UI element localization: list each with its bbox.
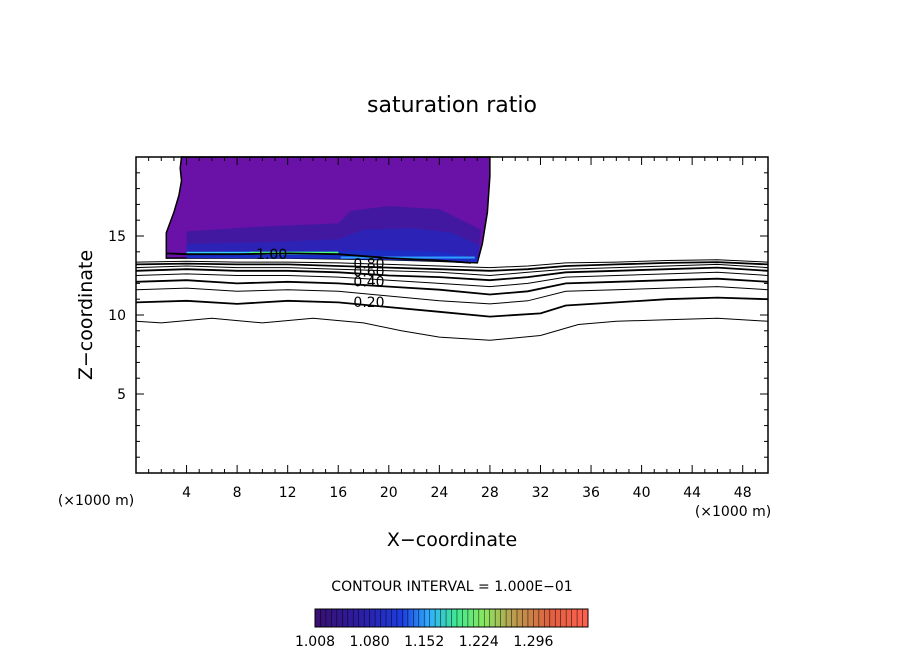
- colorbar-label: 1.080: [350, 634, 390, 650]
- x-tick-label: 16: [329, 485, 347, 501]
- contour-line-0.50: [135, 271, 769, 288]
- contour-line-0.80: [135, 261, 769, 272]
- x-unit-label: (×1000 m): [695, 504, 771, 520]
- x-tick-label: 20: [380, 485, 398, 501]
- shaded-region: [165, 156, 491, 264]
- colorbar-label: 1.008: [295, 634, 335, 650]
- colorbar-label: 1.224: [459, 634, 499, 650]
- contour-label-0.40: 0.40: [353, 275, 384, 291]
- x-tick-label: 44: [683, 485, 701, 501]
- x-tick-label: 36: [582, 485, 600, 501]
- contour-line-1.00: [166, 252, 472, 264]
- colorbar-labels: 1.008 1.080 1.152 1.224 1.296: [295, 634, 554, 650]
- contour-label-0.20: 0.20: [353, 295, 384, 311]
- y-tick-label: 10: [108, 308, 126, 324]
- x-tick-label: 40: [633, 485, 651, 501]
- x-tick-label: 32: [532, 485, 550, 501]
- contour-lines: 0.20 0.400.600.80 1.00: [135, 247, 769, 341]
- x-tick-label: 24: [430, 485, 448, 501]
- x-tick-label: 12: [279, 485, 297, 501]
- x-tick-label: 28: [481, 485, 499, 501]
- x-tick-label: 48: [734, 485, 752, 501]
- contour-line-0.10: [135, 317, 769, 341]
- colorbar-label: 1.296: [513, 634, 553, 650]
- x-axis-label: X−coordinate: [387, 529, 517, 551]
- contour-line-0.20: [135, 296, 769, 318]
- x-tick-label: 4: [182, 485, 191, 501]
- contour-line-0.30: [135, 286, 769, 305]
- shaded-strip-blue: [340, 256, 475, 259]
- y-unit-label: (×1000 m): [58, 493, 134, 509]
- contour-label-0.60: 0.60: [353, 264, 384, 280]
- contour-label-0.80: 0.80: [353, 256, 384, 272]
- x-tick-label: 8: [233, 485, 242, 501]
- y-tick-label: 5: [117, 387, 126, 403]
- contour-line-0.70: [135, 263, 769, 277]
- contour-interval: CONTOUR INTERVAL = 1.000E−01: [331, 579, 572, 595]
- y-axis-label: Z−coordinate: [75, 250, 97, 380]
- colorbar-label: 1.152: [404, 634, 444, 650]
- contour-line-0.90: [135, 259, 769, 269]
- contour-line-0.40: [135, 277, 769, 296]
- contour-line-0.60: [135, 266, 769, 282]
- y-tick-label: 15: [108, 229, 126, 245]
- chart-title: saturation ratio: [367, 93, 537, 118]
- colorbar-tick-marks: [320, 609, 583, 627]
- colorbar: [314, 608, 589, 628]
- contour-label-1.00: 1.00: [256, 247, 287, 263]
